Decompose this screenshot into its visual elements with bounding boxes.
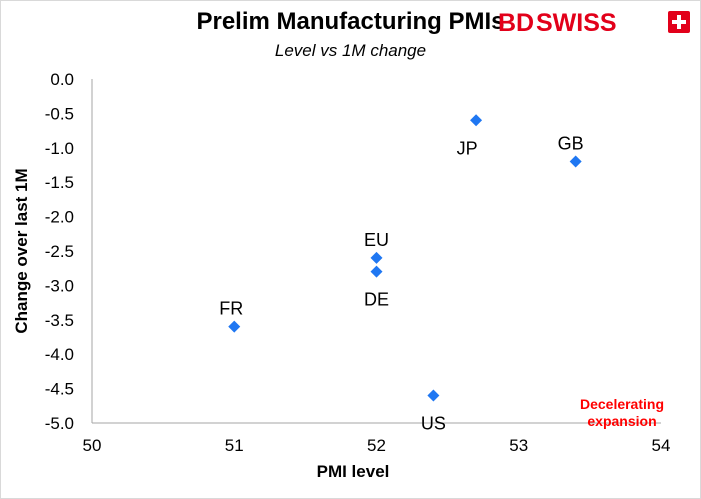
annotation-decelerating-expansion: Decelerating expansion <box>580 396 664 429</box>
data-point-de <box>370 265 383 278</box>
y-tick-label: -2.5 <box>45 242 74 261</box>
data-point-jp <box>470 114 483 127</box>
data-point-fr <box>228 320 241 333</box>
y-axis-title: Change over last 1M <box>12 168 31 333</box>
data-label-gb: GB <box>558 134 584 154</box>
y-tick-label: -3.5 <box>45 311 74 330</box>
data-label-us: US <box>421 413 446 433</box>
logo-text-swiss: SWISS <box>536 9 617 36</box>
y-tick-label: -4.5 <box>45 380 74 399</box>
x-axis-title: PMI level <box>317 462 390 481</box>
x-tick-labels: 50 51 52 53 54 <box>83 436 671 455</box>
data-point-gb <box>569 155 582 168</box>
chart-subtitle: Level vs 1M change <box>274 41 427 60</box>
x-tick-label: 51 <box>225 436 244 455</box>
x-tick-label: 54 <box>652 436 671 455</box>
x-tick-label: 53 <box>509 436 528 455</box>
y-tick-label: 0.0 <box>50 70 74 89</box>
y-tick-label: -1.0 <box>45 139 74 158</box>
swiss-cross-icon <box>668 11 690 33</box>
data-label-jp: JP <box>457 138 478 158</box>
bdswiss-logo: BD SWISS <box>498 9 690 36</box>
y-tick-label: -4.0 <box>45 345 74 364</box>
annotation-line-1: Decelerating <box>580 396 664 412</box>
annotation-line-2: expansion <box>587 413 656 429</box>
logo-text-bd: BD <box>498 9 534 36</box>
x-tick-label: 50 <box>83 436 102 455</box>
data-point-us <box>427 389 440 402</box>
data-point-eu <box>370 251 383 264</box>
y-tick-label: -5.0 <box>45 414 74 433</box>
data-label-de: DE <box>364 290 389 310</box>
data-label-eu: EU <box>364 230 389 250</box>
chart-title: Prelim Manufacturing PMIs <box>196 8 505 35</box>
y-tick-label: -1.5 <box>45 173 74 192</box>
y-tick-labels: 0.0 -0.5 -1.0 -1.5 -2.0 -2.5 -3.0 -3.5 -4.0 -4.5 -… <box>45 70 74 433</box>
data-points: JP GB EU DE FR US <box>219 114 584 433</box>
y-tick-label: -2.0 <box>45 208 74 227</box>
data-label-fr: FR <box>219 299 243 319</box>
y-tick-label: -3.0 <box>45 276 74 295</box>
x-tick-label: 52 <box>367 436 386 455</box>
y-tick-label: -0.5 <box>45 104 74 123</box>
